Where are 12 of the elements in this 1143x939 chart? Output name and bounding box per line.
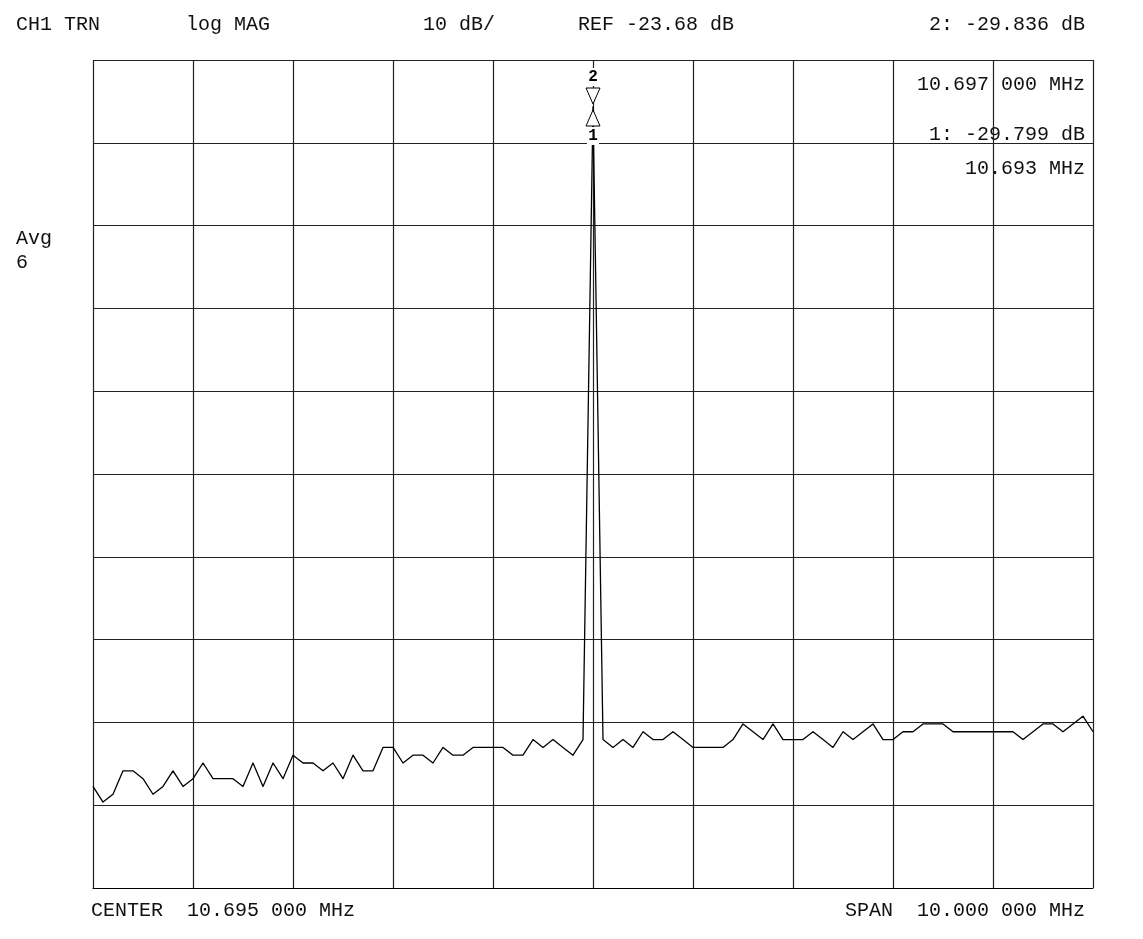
- text: CH1 TRN: [16, 12, 101, 36]
- text: 2: [587, 67, 599, 86]
- text: Avg: [16, 226, 53, 250]
- text: REF -23.68 dB: [578, 12, 735, 36]
- text: 2: -29.836 dB: [928, 12, 1086, 36]
- text: CENTER 10.695 000 MHz: [91, 898, 356, 922]
- annotation: 1: [587, 126, 599, 145]
- text: SPAN 10.000 000 MHz: [844, 898, 1086, 922]
- text: log MAG: [186, 12, 271, 36]
- text: 10 dB/: [423, 12, 496, 36]
- text: 10.697 000 MHz: [916, 72, 1085, 96]
- text: 6: [16, 250, 29, 274]
